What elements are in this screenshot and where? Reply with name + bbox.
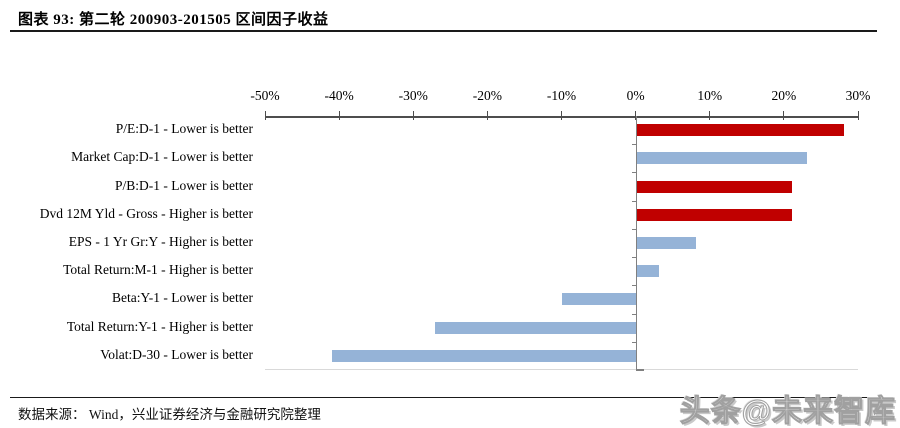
category-axis-tick xyxy=(631,144,636,146)
x-axis-tick-label: -10% xyxy=(546,88,577,103)
x-axis-tick-label: 30% xyxy=(845,88,871,103)
category-axis-line xyxy=(635,116,637,370)
x-axis-tick-mark xyxy=(709,111,711,120)
data-bar xyxy=(636,180,793,193)
x-axis-tick-mark xyxy=(412,111,414,120)
category-label: Beta:Y-1 - Lower is better xyxy=(112,290,253,306)
plot-bottom-border xyxy=(265,369,858,370)
data-bar xyxy=(636,265,659,278)
x-axis-tick-label: -50% xyxy=(250,88,280,103)
data-bar xyxy=(636,208,793,221)
category-label: P/E:D-1 - Lower is better xyxy=(115,121,253,137)
category-label: Total Return:Y-1 - Higher is better xyxy=(66,318,253,334)
x-axis-tick-mark xyxy=(338,111,340,120)
x-axis-tick-label: 20% xyxy=(771,88,797,103)
category-label: Total Return:M-1 - Higher is better xyxy=(63,262,253,278)
x-axis-tick-label: -30% xyxy=(398,88,428,103)
source-divider xyxy=(10,397,877,398)
figure-title: 图表 93: 第二轮 200903-201505 区间因子收益 xyxy=(18,12,329,28)
x-axis-tick-label: -20% xyxy=(472,88,502,103)
category-axis-tick xyxy=(631,341,636,343)
x-axis-tick-mark xyxy=(264,111,266,120)
category-axis-tick xyxy=(631,313,636,315)
category-label: P/B:D-1 - Lower is better xyxy=(115,177,253,193)
x-axis-tick-mark xyxy=(783,111,785,120)
data-bar xyxy=(561,293,636,306)
data-source-note: 数据来源： Wind，兴业证券经济与金融研究院整理 xyxy=(18,407,321,422)
x-axis-line xyxy=(265,116,858,118)
data-bar xyxy=(636,152,808,165)
category-label: Dvd 12M Yld - Gross - Higher is better xyxy=(39,205,253,221)
category-label: EPS - 1 Yr Gr:Y - Higher is better xyxy=(68,234,253,249)
category-label: Market Cap:D-1 - Lower is better xyxy=(71,149,253,165)
x-axis-tick-label: 0% xyxy=(626,88,645,103)
x-axis-tick-label: 10% xyxy=(697,88,723,103)
x-axis-tick-label: -40% xyxy=(324,88,354,103)
category-axis-tick xyxy=(631,172,636,174)
watermark: 头条@未来智库 xyxy=(679,395,896,428)
category-axis-tick xyxy=(631,200,636,202)
category-axis-tick xyxy=(631,228,636,230)
x-axis-tick-mark xyxy=(486,111,488,120)
x-axis-tick-mark xyxy=(561,111,562,120)
category-axis-end-tick xyxy=(635,369,644,371)
data-bar xyxy=(331,349,636,362)
data-bar xyxy=(636,237,696,249)
category-axis-tick xyxy=(631,257,636,259)
data-bar xyxy=(636,124,845,137)
category-axis-tick xyxy=(631,285,636,287)
x-axis-tick-mark xyxy=(857,111,859,120)
x-axis-tick-mark xyxy=(635,111,637,120)
title-underline xyxy=(10,30,877,32)
category-label: Volat:D-30 - Lower is better xyxy=(100,346,253,362)
data-bar xyxy=(435,321,636,334)
